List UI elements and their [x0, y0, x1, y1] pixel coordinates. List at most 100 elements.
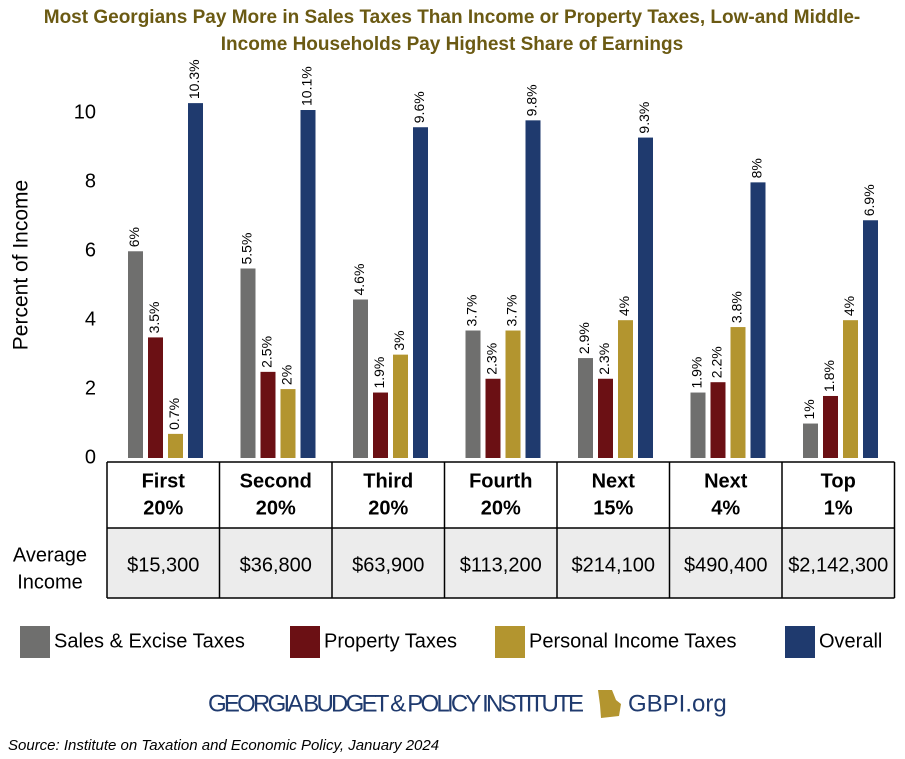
value-label: 4.6%	[351, 264, 367, 296]
bar	[128, 251, 143, 458]
y-axis-label: Percent of Income	[10, 180, 33, 350]
bar	[690, 392, 706, 458]
value-label: 3.7%	[504, 295, 520, 327]
category-label: 20%	[143, 497, 183, 519]
average-income: $15,300	[127, 554, 199, 576]
bar	[505, 330, 521, 458]
bar	[168, 433, 183, 458]
legend-label: Sales & Excise Taxes	[54, 630, 245, 652]
bar	[393, 354, 408, 458]
value-label: 1.8%	[821, 360, 837, 392]
row-label: Income	[17, 571, 83, 593]
category-label: First	[142, 470, 186, 492]
bar	[353, 299, 368, 458]
value-label: 1%	[801, 399, 817, 419]
legend-label: Personal Income Taxes	[529, 630, 737, 652]
value-label: 2.5%	[259, 336, 275, 368]
value-label: 2.3%	[596, 343, 612, 375]
value-label: 9.8%	[524, 84, 540, 116]
value-label: 3%	[391, 330, 407, 350]
category-label: 20%	[256, 497, 296, 519]
bar	[300, 110, 316, 458]
average-income: $490,400	[684, 554, 767, 576]
bar	[413, 127, 428, 459]
bar	[598, 378, 613, 458]
row-label: Average	[13, 544, 87, 566]
value-label: 4%	[841, 296, 857, 316]
value-label: 6.9%	[861, 184, 877, 216]
value-label: 3.7%	[464, 295, 480, 327]
bar	[578, 358, 593, 458]
bar	[618, 320, 633, 458]
bar	[188, 103, 203, 459]
y-tick-label: 8	[85, 171, 96, 193]
category-label: Second	[240, 470, 312, 492]
average-income: $113,200	[460, 554, 542, 576]
legend-swatch	[20, 626, 50, 658]
value-label: 2.3%	[484, 343, 500, 375]
category-label: 4%	[711, 497, 740, 519]
georgia-icon	[598, 690, 621, 718]
value-label: 2.2%	[709, 346, 725, 378]
legend-label: Overall	[819, 630, 882, 652]
legend-label: Property Taxes	[324, 630, 457, 652]
value-label: 1.9%	[371, 357, 387, 389]
income-row-bg	[107, 528, 895, 598]
category-label: Fourth	[469, 470, 532, 492]
value-label: 9.3%	[636, 102, 652, 134]
value-label: 2%	[279, 365, 295, 385]
bar	[843, 320, 858, 458]
value-label: 0.7%	[166, 398, 182, 430]
value-label: 1.9%	[689, 357, 705, 389]
bar	[823, 395, 838, 458]
category-label: Third	[363, 470, 413, 492]
category-label: 20%	[481, 497, 521, 519]
legend-swatch	[785, 626, 815, 658]
bar	[373, 392, 388, 458]
legend-swatch	[290, 626, 320, 658]
bar	[710, 382, 726, 458]
bar	[485, 378, 501, 458]
bar	[750, 182, 766, 458]
bar	[465, 330, 481, 458]
category-label: 20%	[368, 497, 408, 519]
chart-title: Most Georgians Pay More in Sales Taxes T…	[43, 7, 861, 55]
category-label: 1%	[824, 497, 853, 519]
category-label: Next	[704, 470, 748, 492]
bar	[803, 423, 818, 458]
value-label: 9.6%	[411, 91, 427, 123]
value-label: 10.1%	[299, 66, 315, 106]
y-tick-label: 2	[85, 377, 96, 399]
average-income: $63,900	[352, 554, 424, 576]
value-label: 4%	[616, 296, 632, 316]
average-income: $2,142,300	[788, 554, 888, 576]
bar	[863, 220, 878, 458]
average-income: $36,800	[240, 554, 312, 576]
y-tick-label: 6	[85, 240, 96, 262]
value-label: 3.8%	[729, 291, 745, 323]
footer: GEORGIA BUDGET & POLICY INSTITUTE	[208, 690, 584, 717]
value-label: 8%	[749, 158, 765, 178]
bar	[730, 327, 746, 458]
value-label: 5.5%	[239, 233, 255, 265]
bar	[280, 389, 296, 458]
y-tick-label: 0	[85, 446, 96, 468]
legend-swatch	[495, 626, 525, 658]
value-label: 10.3%	[186, 59, 202, 99]
category-label: Top	[821, 470, 856, 492]
bar	[525, 120, 541, 458]
bar	[148, 337, 163, 458]
average-income: $214,100	[572, 554, 655, 576]
y-tick-label: 10	[74, 102, 96, 124]
category-label: 15%	[593, 497, 633, 519]
value-label: 3.5%	[146, 301, 162, 333]
value-label: 2.9%	[576, 322, 592, 354]
website: GBPI.org	[628, 690, 727, 717]
source: Source: Institute on Taxation and Econom…	[8, 737, 439, 754]
y-tick-label: 4	[85, 308, 96, 330]
category-label: Next	[592, 470, 636, 492]
value-label: 6%	[126, 227, 142, 247]
bar	[240, 268, 256, 458]
